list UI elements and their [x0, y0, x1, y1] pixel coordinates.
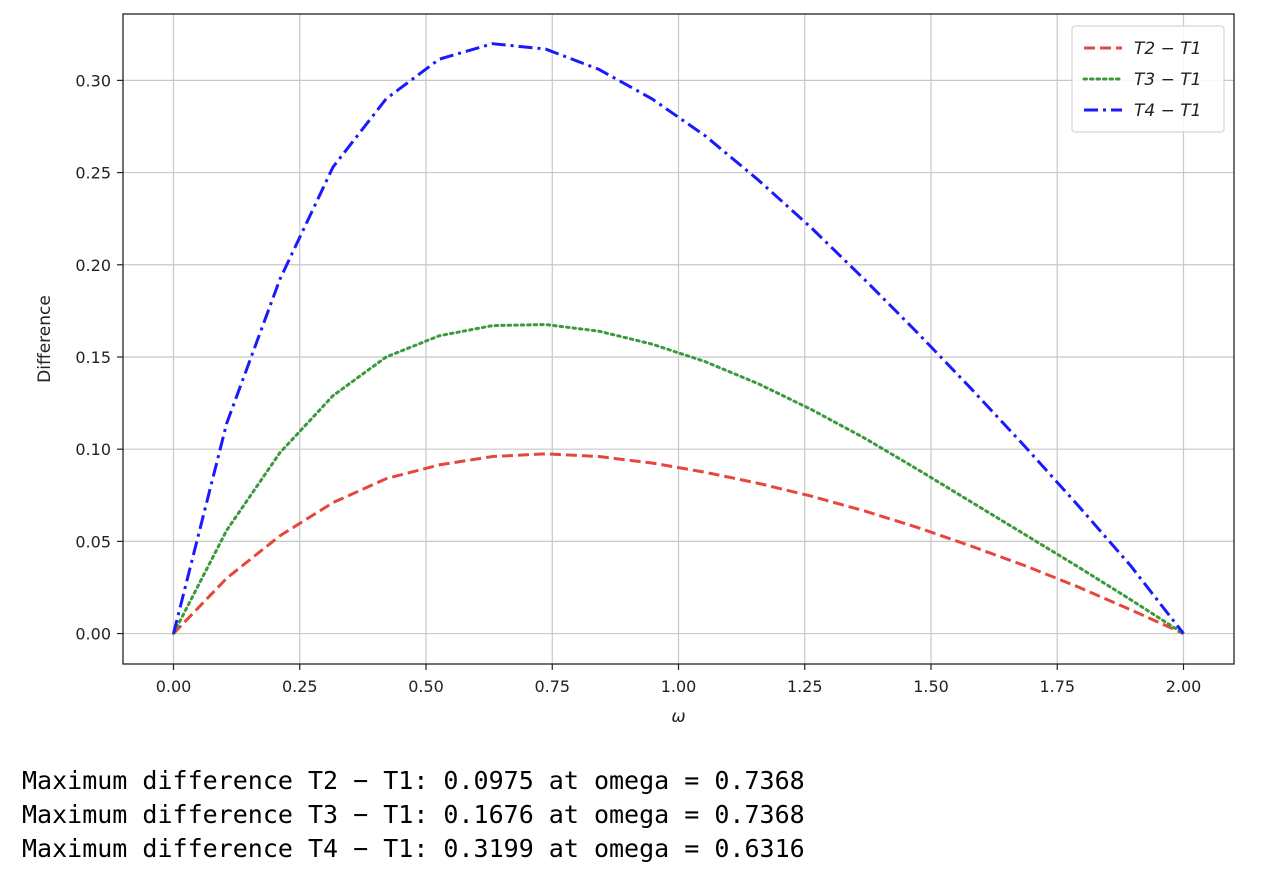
x-tick-label: 2.00 [1166, 677, 1202, 696]
console-output: Maximum difference T2 − T1: 0.0975 at om… [22, 764, 805, 866]
output-line-t2: Maximum difference T2 − T1: 0.0975 at om… [22, 766, 805, 795]
y-tick-label: 0.25 [75, 164, 111, 183]
x-tick-label: 0.50 [408, 677, 444, 696]
series-lines [172, 42, 1185, 636]
x-tick-label: 1.75 [1039, 677, 1075, 696]
legend-label-1: T2 − T1 [1134, 39, 1201, 59]
output-line-t4: Maximum difference T4 − T1: 0.3199 at om… [22, 834, 805, 863]
x-tick-label: 1.50 [913, 677, 949, 696]
x-tick-label: 0.25 [282, 677, 318, 696]
output-line-t3: Maximum difference T3 − T1: 0.1676 at om… [22, 800, 805, 829]
series-line-2 [172, 323, 1185, 636]
difference-line-chart: 0.00 0.25 0.50 0.75 1.00 1.25 1.50 1.75 2.00 0.00… [35, 13, 1235, 727]
x-tick-label: 0.00 [156, 677, 192, 696]
x-tick-label: 1.25 [787, 677, 823, 696]
y-axis-label: Difference [35, 295, 55, 383]
axis-ticks: 0.00 0.25 0.50 0.75 1.00 1.25 1.50 1.75 2.00 0.00… [75, 71, 1201, 696]
series-line-1 [172, 452, 1185, 635]
legend-label-3: T4 − T1 [1134, 101, 1201, 121]
x-tick-label: 0.75 [534, 677, 570, 696]
x-tick-label: 1.00 [661, 677, 697, 696]
x-axis-label: ω [671, 707, 685, 727]
legend-label-2: T3 − T1 [1134, 70, 1201, 90]
y-tick-label: 0.15 [75, 348, 111, 367]
legend-box [1071, 25, 1225, 133]
series-line-3 [172, 42, 1185, 635]
y-tick-label: 0.30 [75, 71, 111, 90]
grid-lines [123, 14, 1234, 664]
legend: T2 − T1 T3 − T1 T4 − T1 [1071, 25, 1225, 133]
y-tick-label: 0.00 [75, 625, 111, 644]
y-tick-label: 0.20 [75, 256, 111, 275]
y-tick-label: 0.05 [75, 532, 111, 551]
y-tick-label: 0.10 [75, 440, 111, 459]
